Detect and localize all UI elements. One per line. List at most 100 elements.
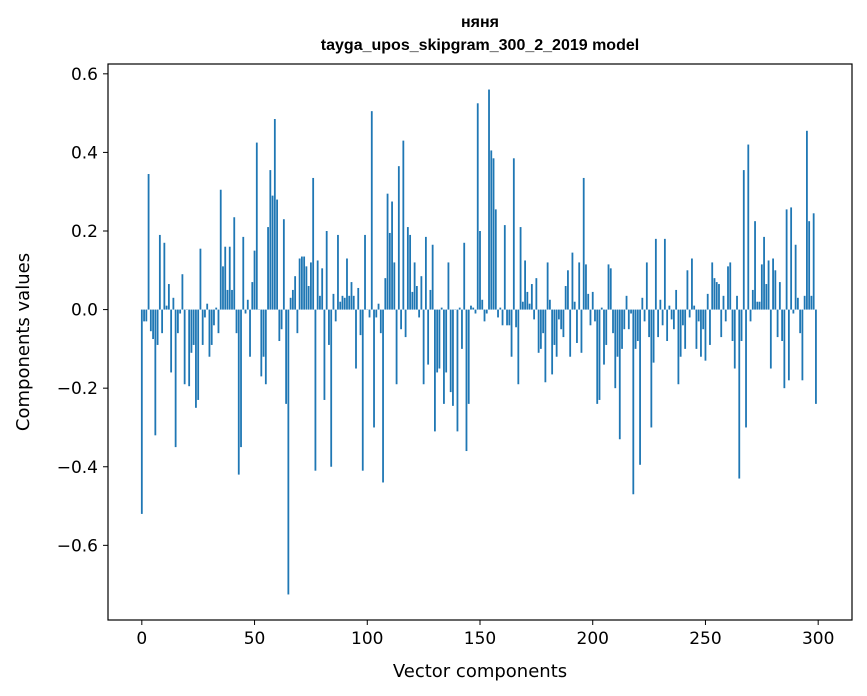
bar-162 xyxy=(506,309,508,326)
bar-113 xyxy=(395,309,398,385)
bar-210 xyxy=(614,309,617,389)
bar-111 xyxy=(391,201,393,310)
bar-275 xyxy=(760,264,763,310)
bar-135 xyxy=(445,309,448,373)
bar-17 xyxy=(179,309,182,314)
bar-147 xyxy=(472,307,475,310)
bar-180 xyxy=(546,262,549,310)
bar-81 xyxy=(323,309,326,400)
bar-217 xyxy=(630,309,632,314)
bar-90 xyxy=(343,297,346,310)
bar-74 xyxy=(307,286,310,310)
x-tick-label: 0 xyxy=(136,629,147,649)
bar-232 xyxy=(663,238,666,310)
bar-134 xyxy=(443,309,445,404)
bar-107 xyxy=(382,309,384,483)
bar-118 xyxy=(406,227,409,310)
bar-91 xyxy=(346,258,348,310)
bar-89 xyxy=(341,295,344,310)
bar-121 xyxy=(413,262,416,310)
bar-268 xyxy=(745,309,747,428)
bar-279 xyxy=(769,309,772,369)
bar-104 xyxy=(375,309,378,318)
bar-272 xyxy=(754,221,756,310)
bar-108 xyxy=(384,278,387,310)
bar-289 xyxy=(792,309,795,314)
bar-55 xyxy=(264,309,267,385)
y-tick-label: −0.2 xyxy=(57,379,98,399)
bar-132 xyxy=(438,309,441,369)
bar-163 xyxy=(508,309,511,326)
bar-194 xyxy=(578,262,581,310)
bar-211 xyxy=(616,309,619,357)
bar-244 xyxy=(691,258,693,310)
bar-149 xyxy=(476,103,479,310)
bar-190 xyxy=(569,309,572,357)
bar-24 xyxy=(195,309,197,408)
bar-70 xyxy=(298,258,301,310)
bar-77 xyxy=(314,309,317,471)
bar-160 xyxy=(501,309,504,326)
bar-11 xyxy=(165,305,168,310)
bar-226 xyxy=(650,309,653,428)
bar-19 xyxy=(183,309,186,385)
bar-295 xyxy=(806,130,808,310)
bar-96 xyxy=(357,287,360,310)
bar-212 xyxy=(618,309,621,440)
bar-106 xyxy=(379,309,382,334)
bar-214 xyxy=(623,309,626,330)
bar-128 xyxy=(429,289,432,310)
bar-46 xyxy=(244,309,247,314)
bar-243 xyxy=(688,309,691,318)
bar-8 xyxy=(158,234,161,310)
bar-259 xyxy=(724,309,727,322)
bar-98 xyxy=(361,309,364,471)
y-axis: −0.6 −0.4 −0.2 0.0 0.2 0.4 0.6 xyxy=(57,65,108,556)
bar-193 xyxy=(576,309,578,343)
bar-125 xyxy=(422,309,425,385)
bar-65 xyxy=(287,309,290,595)
bar-263 xyxy=(733,309,736,369)
bar-138 xyxy=(452,309,454,406)
x-tick-label: 250 xyxy=(689,629,721,649)
bar-38 xyxy=(226,289,229,310)
bar-164 xyxy=(510,309,513,357)
bar-56 xyxy=(267,227,269,310)
bar-224 xyxy=(645,262,648,310)
bar-41 xyxy=(233,217,236,310)
bar-207 xyxy=(607,264,610,310)
bar-112 xyxy=(393,262,396,310)
bar-181 xyxy=(548,299,551,310)
bar-271 xyxy=(751,289,754,310)
bar-141 xyxy=(458,307,461,310)
bar-213 xyxy=(621,309,623,349)
bar-23 xyxy=(192,309,195,345)
bar-126 xyxy=(424,236,427,310)
bar-257 xyxy=(720,309,723,338)
bar-196 xyxy=(582,177,585,310)
bar-282 xyxy=(776,309,779,338)
bar-0 xyxy=(140,309,143,514)
bar-293 xyxy=(801,309,804,381)
bar-152 xyxy=(483,309,486,322)
y-tick-label: −0.4 xyxy=(57,458,98,478)
bar-103 xyxy=(373,309,375,428)
y-tick-label: −0.6 xyxy=(57,536,98,556)
bar-64 xyxy=(285,309,288,404)
bar-241 xyxy=(684,309,687,349)
bar-188 xyxy=(564,286,567,310)
bar-219 xyxy=(634,309,637,349)
bar-239 xyxy=(679,309,682,357)
x-tick-label: 200 xyxy=(577,629,609,649)
bar-133 xyxy=(440,307,443,310)
bar-159 xyxy=(499,307,502,310)
x-tick-label: 100 xyxy=(351,629,383,649)
bar-148 xyxy=(474,309,477,314)
bar-21 xyxy=(188,309,191,387)
y-tick-label: 0.0 xyxy=(71,301,98,321)
bar-169 xyxy=(521,301,524,310)
bar-270 xyxy=(749,309,752,322)
bar-151 xyxy=(481,299,484,310)
bar-123 xyxy=(418,309,421,318)
bar-31 xyxy=(210,309,213,345)
